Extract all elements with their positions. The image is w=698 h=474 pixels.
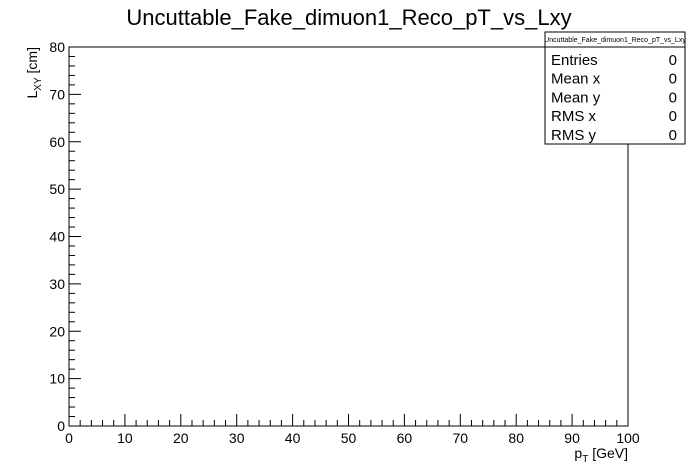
stats-box-rows: Entries 0 Mean x 0 Mean y 0 RMS x 0 RMS y 0: [551, 52, 677, 144]
x-tick-label: 10: [117, 430, 133, 446]
stats-row-value: 0: [669, 89, 677, 106]
stats-row-label: RMS y: [551, 127, 597, 144]
y-axis-title-subscript: XY: [33, 77, 44, 91]
stats-row-label: RMS x: [551, 108, 597, 125]
y-tick-label: 40: [49, 229, 65, 245]
stats-box-frame: [544, 31, 686, 145]
y-axis-ticks: [69, 46, 81, 427]
y-tick-label: 50: [49, 181, 65, 197]
stats-box: Uncuttable_Fake_dimuon1_Reco_pT_vs_Lxy E…: [544, 31, 686, 145]
x-axis-title-unit: [GeV]: [588, 445, 628, 461]
y-axis-title-unit: [cm]: [24, 47, 40, 77]
y-tick-label: 80: [49, 39, 65, 55]
x-tick-label: 30: [229, 430, 245, 446]
y-tick-label: 0: [57, 418, 65, 434]
x-tick-label: 0: [65, 430, 73, 446]
y-tick-label: 20: [49, 323, 65, 339]
x-tick-label: 20: [173, 430, 189, 446]
x-tick-label: 50: [341, 430, 357, 446]
chart-title: Uncuttable_Fake_dimuon1_Reco_pT_vs_Lxy: [126, 5, 571, 30]
stats-row-value: 0: [669, 127, 677, 144]
y-axis-tick-labels: 0 10 20 30 40 50 60 70 80: [49, 39, 65, 434]
stats-row-label: Mean y: [551, 89, 601, 106]
stats-row-value: 0: [669, 71, 677, 88]
y-axis-title-main: L: [24, 90, 40, 98]
stats-row-value: 0: [669, 52, 677, 69]
x-tick-label: 40: [285, 430, 301, 446]
stats-box-title: Uncuttable_Fake_dimuon1_Reco_pT_vs_Lxy: [544, 37, 686, 44]
y-tick-label: 70: [49, 86, 65, 102]
x-axis-tick-labels: 0 10 20 30 40 50 60 70 80 90 100: [65, 430, 640, 446]
y-tick-label: 60: [49, 134, 65, 150]
x-axis-title: pT [GeV]: [574, 445, 628, 465]
stats-row-label: Entries: [551, 52, 598, 69]
plot-frame: [68, 46, 629, 427]
stats-row-label: Mean x: [551, 71, 601, 88]
y-axis-title: LXY [cm]: [24, 47, 44, 98]
stats-row-value: 0: [669, 108, 677, 125]
y-tick-label: 10: [49, 371, 65, 387]
x-axis-title-subscript: T: [582, 454, 588, 465]
x-tick-label: 60: [397, 430, 413, 446]
y-tick-label: 30: [49, 276, 65, 292]
x-tick-label: 80: [508, 430, 524, 446]
x-tick-label: 100: [616, 430, 640, 446]
x-tick-label: 90: [564, 430, 580, 446]
x-tick-label: 70: [453, 430, 469, 446]
x-axis-title-main: p: [574, 445, 582, 461]
x-axis-ticks: [68, 414, 629, 426]
